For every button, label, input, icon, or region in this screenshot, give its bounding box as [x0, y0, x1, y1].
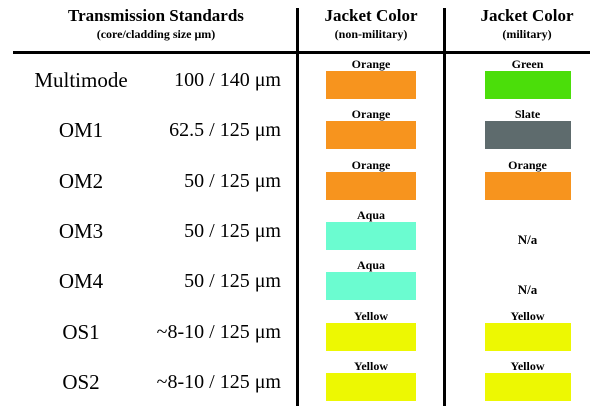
swatch-label: Orange — [351, 107, 391, 121]
color-swatch — [326, 121, 416, 149]
column-title: Transmission Standards — [68, 6, 244, 25]
swatch-label: Slate — [514, 107, 541, 121]
color-swatch — [484, 172, 571, 200]
swatch-label: Yellow — [510, 359, 545, 373]
color-swatch — [326, 373, 416, 401]
standard-name: OS2 — [62, 369, 100, 394]
nonmilitary-jacket-cell: Orange — [305, 56, 437, 104]
table-row-multimode: Multimode 100 / 140 μm Orange Green — [0, 56, 600, 104]
standard-name: OM2 — [58, 168, 104, 193]
column-header-jacket-color-military: Jacket Color (military) — [453, 6, 600, 41]
column-divider-line — [296, 8, 299, 406]
column-divider-line — [443, 8, 446, 406]
nonmilitary-jacket-cell: Yellow — [305, 308, 437, 356]
swatch-label: Aqua — [356, 258, 385, 272]
color-swatch — [484, 373, 571, 401]
column-subtitle: (core/cladding size μm) — [96, 27, 216, 41]
military-jacket-cell: Yellow — [455, 308, 600, 356]
nonmilitary-jacket-cell: Orange — [305, 157, 437, 205]
standard-name: Multimode — [34, 67, 128, 92]
military-jacket-cell: N/a — [455, 207, 600, 255]
column-subtitle: (military) — [502, 27, 552, 41]
table-row-om4: OM4 50 / 125 μm Aqua N/a — [0, 257, 600, 305]
swatch-label: Orange — [351, 158, 391, 172]
color-swatch — [326, 71, 416, 99]
swatch-label: Yellow — [354, 309, 388, 323]
swatch-label: Green — [511, 57, 544, 71]
color-swatch — [484, 71, 571, 99]
swatch-label: Yellow — [354, 359, 388, 373]
column-title: Jacket Color — [480, 6, 574, 25]
color-swatch — [326, 222, 416, 250]
table-row-om3: OM3 50 / 125 μm Aqua N/a — [0, 207, 600, 255]
military-jacket-cell: Orange — [455, 157, 600, 205]
standard-name: OM3 — [58, 218, 104, 243]
nonmilitary-jacket-cell: Aqua — [305, 207, 437, 255]
not-applicable-label: N/a — [517, 282, 538, 297]
column-header-transmission-standards: Transmission Standards (core/cladding si… — [20, 6, 292, 41]
color-swatch — [484, 323, 571, 351]
column-header-jacket-color-nonmilitary: Jacket Color (non-military) — [303, 6, 439, 41]
column-subtitle: (non-military) — [334, 27, 408, 41]
color-swatch — [484, 121, 571, 149]
nonmilitary-jacket-cell: Yellow — [305, 358, 437, 406]
table-row-om1: OM1 62.5 / 125 μm Orange Slate — [0, 106, 600, 154]
table-row-os1: OS1 ~8-10 / 125 μm Yellow Yellow — [0, 308, 600, 356]
core-cladding-size: 50 / 125 μm — [184, 219, 281, 242]
color-swatch — [326, 172, 416, 200]
swatch-label: Orange — [508, 158, 547, 172]
nonmilitary-jacket-cell: Orange — [305, 106, 437, 154]
standard-name: OM4 — [58, 268, 104, 293]
standard-name: OS1 — [62, 319, 100, 344]
swatch-label: Aqua — [356, 208, 385, 222]
table-row-om2: OM2 50 / 125 μm Orange Orange — [0, 157, 600, 205]
header-divider-line — [13, 51, 590, 54]
swatch-label: Orange — [351, 57, 391, 71]
not-applicable-label: N/a — [517, 232, 538, 247]
core-cladding-size: 50 / 125 μm — [184, 269, 281, 292]
column-title: Jacket Color — [324, 6, 418, 25]
core-cladding-size: 62.5 / 125 μm — [169, 118, 281, 141]
core-cladding-size: 50 / 125 μm — [184, 169, 281, 192]
core-cladding-size: ~8-10 / 125 μm — [156, 320, 281, 343]
color-swatch — [326, 272, 416, 300]
military-jacket-cell: N/a — [455, 257, 600, 305]
military-jacket-cell: Green — [455, 56, 600, 104]
core-cladding-size: 100 / 140 μm — [174, 68, 281, 91]
standard-name: OM1 — [58, 117, 104, 142]
color-swatch — [326, 323, 416, 351]
swatch-label: Yellow — [510, 309, 545, 323]
table-row-os2: OS2 ~8-10 / 125 μm Yellow Yellow — [0, 358, 600, 406]
core-cladding-size: ~8-10 / 125 μm — [156, 370, 281, 393]
military-jacket-cell: Slate — [455, 106, 600, 154]
nonmilitary-jacket-cell: Aqua — [305, 257, 437, 305]
military-jacket-cell: Yellow — [455, 358, 600, 406]
